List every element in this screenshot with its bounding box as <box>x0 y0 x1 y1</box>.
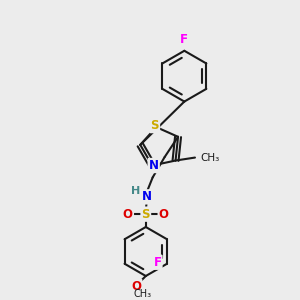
Text: H: H <box>131 186 141 196</box>
Text: O: O <box>123 208 133 221</box>
Text: N: N <box>142 190 152 203</box>
Text: F: F <box>153 256 161 269</box>
Text: S: S <box>142 208 150 221</box>
Text: S: S <box>151 119 159 132</box>
Text: N: N <box>149 159 159 172</box>
Text: CH₃: CH₃ <box>200 153 220 163</box>
Text: O: O <box>131 280 141 293</box>
Text: F: F <box>180 33 188 46</box>
Text: O: O <box>159 208 169 221</box>
Text: CH₃: CH₃ <box>134 289 152 299</box>
